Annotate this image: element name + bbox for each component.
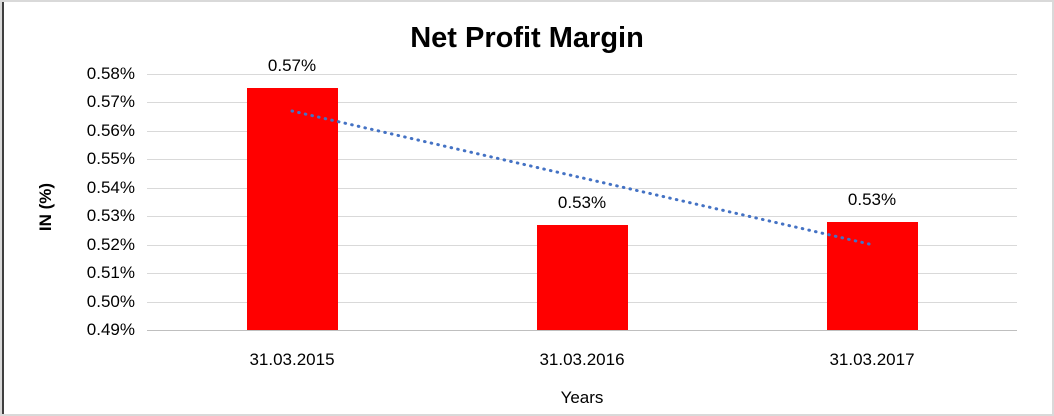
gridline [147,102,1017,104]
chart-title: Net Profit Margin [410,22,644,54]
left-edge-line [2,2,4,414]
y-tick-label: 0.57% [86,92,135,112]
trendline-layer [290,109,874,247]
bar [246,88,338,330]
category-label: 31.03.2017 [829,350,915,369]
bar-data-label: 0.53% [557,192,607,212]
bar-data-label: 0.53% [847,189,897,209]
trendline [290,109,874,247]
y-tick-label: 0.55% [86,149,135,169]
y-tick-label: 0.49% [86,320,135,339]
gridline [147,74,1017,75]
y-axis-title: IN (%) [36,182,55,232]
y-tick-label: 0.54% [86,177,135,197]
bar [536,224,628,330]
gridline [147,130,1017,132]
y-tick-label: 0.50% [86,291,135,311]
category-label: 31.03.2016 [539,350,625,369]
y-tick-label: 0.53% [86,206,135,226]
y-tick-label: 0.52% [86,234,135,254]
gridline [147,330,1017,331]
y-tick-label: 0.51% [86,263,135,283]
category-label: 31.03.2015 [249,350,335,369]
y-tick-label: 0.58% [86,64,135,83]
gridline [147,159,1017,161]
gridline [147,216,1017,218]
gridline [147,187,1017,189]
y-tick-label: 0.56% [86,120,135,140]
x-axis-title: Years [560,388,604,407]
plot-area: 0.57% 0.53% 0.53% [147,56,1017,331]
bar [826,221,918,330]
bar-data-label: 0.57% [267,56,317,76]
